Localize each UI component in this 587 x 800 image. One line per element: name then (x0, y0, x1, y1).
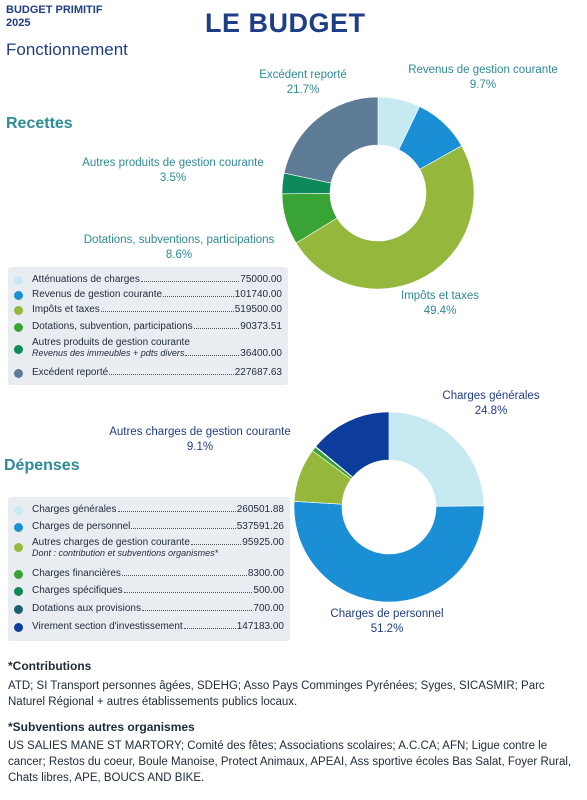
legend-label: Revenus de gestion courante (32, 289, 163, 300)
legend-label: Autres charges de gestion courante (32, 537, 190, 548)
label-excedent: Excédent reporté 21.7% (218, 68, 388, 98)
page-title: LE BUDGET (205, 8, 366, 38)
legend-value: 8300.00 (247, 568, 284, 579)
label-impots-pct: 49.4% (423, 305, 457, 317)
legend-value: 227687.63 (234, 367, 282, 378)
legend-dot (14, 543, 23, 552)
legend-dot (14, 570, 23, 579)
legend-row: Charges financières 8300.00 (14, 568, 284, 579)
legend-label: Charges spécifiques (32, 585, 123, 596)
legend-label: Atténuations de charges (32, 274, 140, 285)
legend-row: Charges générales 260501.88 (14, 504, 284, 515)
legend-label: Autres produits de gestion courante (32, 337, 190, 348)
label-autres-charges-pct: 9.1% (186, 441, 214, 453)
recettes-donut-chart (281, 96, 475, 290)
recettes-title: Recettes (6, 115, 73, 132)
label-autres-produits-pct: 3.5% (159, 172, 187, 184)
legend-dot (14, 605, 23, 614)
legend-dot (14, 323, 23, 332)
budget-year-label: BUDGET PRIMITIF 2025 (6, 4, 103, 29)
depenses-donut-chart (293, 411, 485, 603)
section-subtitle: Fonctionnement (6, 40, 128, 59)
label-impots: Impôts et taxes 49.4% (380, 289, 500, 319)
label-excedent-name: Excédent reporté (259, 69, 347, 81)
legend-sublabel: Revenus des immeubles + pdts divers (32, 348, 185, 358)
legend-sublabel: Dont : contribution et subventions organ… (32, 548, 219, 558)
legend-dot (14, 587, 23, 596)
label-charges-generales-pct: 24.8% (474, 405, 508, 417)
label-revenus-name: Revenus de gestion courante (408, 64, 558, 76)
legend-label: Virement section d'investissement (32, 621, 183, 632)
label-dotations-pct: 8.6% (165, 249, 193, 261)
legend-dot (14, 345, 23, 354)
legend-dot (14, 276, 23, 285)
recettes-legend: Atténuations de charges 75000.00 Revenus … (8, 267, 288, 385)
label-charges-personnel-name: Charges de personnel (330, 608, 444, 620)
depenses-legend: Charges générales 260501.88 Charges de pe… (8, 497, 290, 641)
legend-row: Autres produits de gestion courante Reve… (14, 337, 282, 359)
legend-label: Dotations, subvention, participations (32, 321, 193, 332)
legend-value: 75000.00 (240, 274, 282, 285)
label-excedent-pct: 21.7% (286, 84, 320, 96)
legend-dot (14, 623, 23, 632)
legend-label: Impôts et taxes (32, 304, 100, 315)
legend-value: 537591.26 (236, 521, 284, 532)
legend-row: Virement section d'investissement 147183.… (14, 621, 284, 632)
legend-value: 500.00 (253, 585, 284, 596)
label-charges-personnel-pct: 51.2% (370, 623, 404, 635)
legend-value: 147183.00 (236, 621, 284, 632)
label-charges-personnel: Charges de personnel 51.2% (312, 607, 462, 637)
label-dotations: Dotations, subventions, participations 8… (60, 233, 298, 263)
legend-row: Impôts et taxes 519500.00 (14, 304, 282, 315)
depenses-slice-1 (388, 411, 485, 507)
legend-value: 95925.00 (242, 537, 284, 548)
subventions-text: US SALIES MANE ST MARTORY; Comité des fê… (8, 740, 572, 784)
label-revenus-pct: 9.7% (469, 79, 497, 91)
legend-row: Dotations, subvention, participations 903… (14, 321, 282, 332)
legend-dot (14, 523, 23, 532)
legend-value: 260501.88 (236, 504, 284, 515)
recettes-slice-3 (295, 145, 475, 290)
label-autres-produits: Autres produits de gestion courante 3.5% (62, 156, 284, 186)
legend-row: Revenus de gestion courante 101740.00 (14, 289, 282, 300)
legend-row: Charges spécifiques 500.00 (14, 585, 284, 596)
label-impots-name: Impôts et taxes (401, 290, 479, 302)
legend-row: Atténuations de charges 75000.00 (14, 274, 282, 285)
contributions-text: ATD; SI Transport personnes âgées, SDEHG… (8, 680, 545, 708)
contributions-title: *Contributions (8, 659, 92, 673)
legend-dot (14, 306, 23, 315)
legend-label: Charges financières (32, 568, 121, 579)
depenses-slice-7 (315, 411, 390, 478)
legend-row: Dotations aux provisions 700.00 (14, 603, 284, 614)
legend-dot (14, 369, 23, 378)
label-charges-generales: Charges générales 24.8% (420, 389, 562, 419)
legend-dot (14, 506, 23, 515)
legend-value: 36400.00 (240, 348, 282, 359)
legend-value: 700.00 (253, 603, 284, 614)
legend-label: Charges de personnel (32, 521, 131, 532)
legend-value: 101740.00 (234, 289, 282, 300)
recettes-slice-6 (283, 96, 379, 184)
legend-label: Dotations aux provisions (32, 603, 141, 614)
label-autres-charges: Autres charges de gestion courante 9.1% (92, 425, 308, 455)
depenses-title: Dépenses (4, 457, 80, 474)
legend-label: Charges générales (32, 504, 117, 515)
legend-row: Excédent reporté 227687.63 (14, 367, 282, 378)
subventions-title: *Subventions autres organismes (8, 720, 195, 734)
label-dotations-name: Dotations, subventions, participations (83, 234, 275, 246)
legend-value: 519500.00 (234, 304, 282, 315)
label-revenus: Revenus de gestion courante 9.7% (390, 63, 576, 93)
depenses-slice-2 (293, 500, 485, 603)
legend-value: 90373.51 (240, 321, 282, 332)
label-autres-charges-name: Autres charges de gestion courante (109, 426, 291, 438)
legend-dot (14, 291, 23, 300)
label-autres-produits-name: Autres produits de gestion courante (82, 157, 264, 169)
legend-row: Charges de personnel 537591.26 (14, 521, 284, 532)
legend-label: Excédent reporté (32, 367, 109, 378)
legend-row: Autres charges de gestion courante 95925.… (14, 537, 284, 558)
label-charges-generales-name: Charges générales (442, 390, 540, 402)
